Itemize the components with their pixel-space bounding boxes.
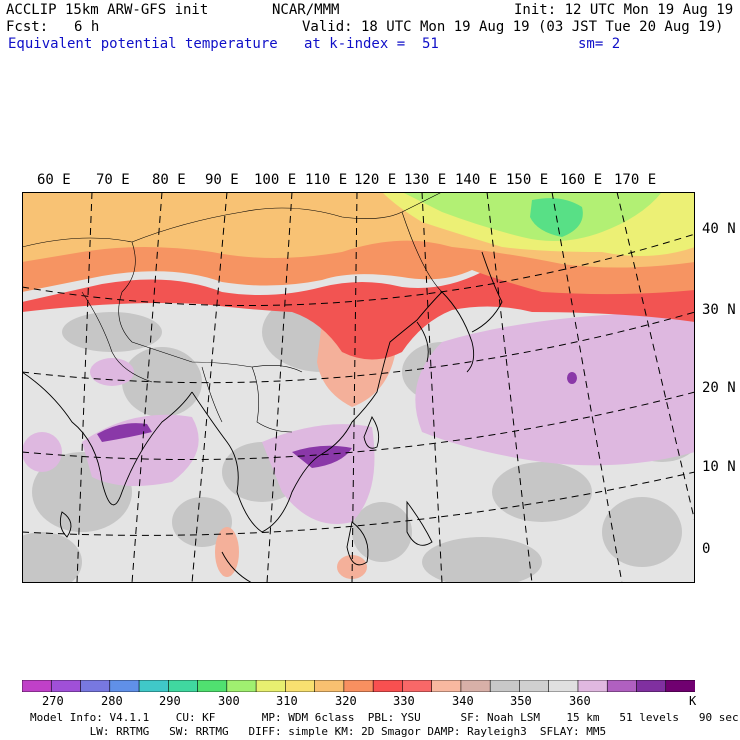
- lon-label: 90 E: [205, 172, 239, 188]
- colorbar-tick: 270: [42, 694, 64, 708]
- lat-label: 10 N: [702, 459, 736, 475]
- colorbar-swatch: [402, 680, 433, 692]
- lon-label: 60 E: [37, 172, 71, 188]
- deep-purple-patches: [97, 372, 577, 468]
- colorbar-swatch: [22, 680, 53, 692]
- red-band: [22, 272, 695, 360]
- colorbar-swatch: [636, 680, 667, 692]
- colorbar-swatch: [168, 680, 199, 692]
- colorbar-swatch: [519, 680, 550, 692]
- colorbar-swatch: [80, 680, 111, 692]
- colorbar-tick: 310: [276, 694, 298, 708]
- lon-label: 170 E: [614, 172, 657, 188]
- colorbar-tick: 320: [335, 694, 357, 708]
- lat-label: 20 N: [702, 380, 736, 396]
- colorbar-tick: 340: [452, 694, 474, 708]
- lon-label: 80 E: [152, 172, 186, 188]
- organization: NCAR/MMM: [272, 2, 340, 18]
- forecast-hour: 6 h: [74, 19, 100, 35]
- map-frame: [22, 192, 695, 583]
- colorbar-unit: K: [689, 694, 697, 708]
- graticule: [22, 192, 695, 583]
- lon-label: 130 E: [404, 172, 447, 188]
- colorbar-tick: 280: [101, 694, 123, 708]
- colorbar: [22, 680, 695, 692]
- colorbar-swatch: [372, 680, 404, 692]
- lat-label: 40 N: [702, 221, 736, 237]
- colorbar-tick: 300: [218, 694, 240, 708]
- colorbar-swatch: [577, 680, 609, 692]
- model-info-line1: Model Info: V4.1.1 CU: KF MP: WDM 6class…: [30, 711, 739, 724]
- model-info-line2: LW: RRTMG SW: RRTMG DIFF: simple KM: 2D …: [30, 725, 607, 738]
- colorbar-swatch: [50, 680, 82, 692]
- model-title: ACCLIP 15km ARW-GFS init: [6, 2, 209, 18]
- forecast-label: Fcst:: [6, 19, 49, 35]
- colorbar-tick: 360: [569, 694, 591, 708]
- colorbar-swatch: [548, 680, 579, 692]
- lon-label: 120 E: [354, 172, 397, 188]
- colorbar-swatch: [255, 680, 287, 692]
- lon-label: 70 E: [96, 172, 130, 188]
- level-index: at k-index = 51: [304, 36, 439, 52]
- colorbar-swatch: [489, 680, 521, 692]
- colorbar-swatch: [606, 680, 638, 692]
- lat-label: 0: [702, 541, 711, 557]
- smoothing: sm= 2: [578, 36, 621, 52]
- coastlines: [22, 251, 503, 583]
- colorbar-swatch: [431, 680, 462, 692]
- colorbar-tick: 350: [510, 694, 532, 708]
- colorbar-tick: 290: [159, 694, 181, 708]
- colorbar-swatch: [314, 680, 345, 692]
- colorbar-swatch: [138, 680, 170, 692]
- colorbar-swatch: [197, 680, 228, 692]
- lon-label: 160 E: [560, 172, 603, 188]
- country-borders: [22, 192, 443, 433]
- valid-time: Valid: 18 UTC Mon 19 Aug 19 (03 JST Tue …: [302, 19, 724, 35]
- theta-e-map: [22, 192, 695, 583]
- colorbar-swatch: [226, 680, 257, 692]
- colorbar-swatch: [460, 680, 491, 692]
- colorbar-swatch: [285, 680, 316, 692]
- lon-label: 150 E: [506, 172, 549, 188]
- lon-label: 110 E: [305, 172, 348, 188]
- colorbar-swatch: [343, 680, 374, 692]
- colorbar-swatch: [665, 680, 695, 692]
- colorbar-tick: 330: [393, 694, 415, 708]
- lon-label: 100 E: [254, 172, 297, 188]
- colorbar-swatch: [109, 680, 140, 692]
- lat-label: 30 N: [702, 302, 736, 318]
- lon-label: 140 E: [455, 172, 498, 188]
- field-name: Equivalent potential temperature: [8, 36, 278, 52]
- init-time: Init: 12 UTC Mon 19 Aug 19: [514, 2, 734, 18]
